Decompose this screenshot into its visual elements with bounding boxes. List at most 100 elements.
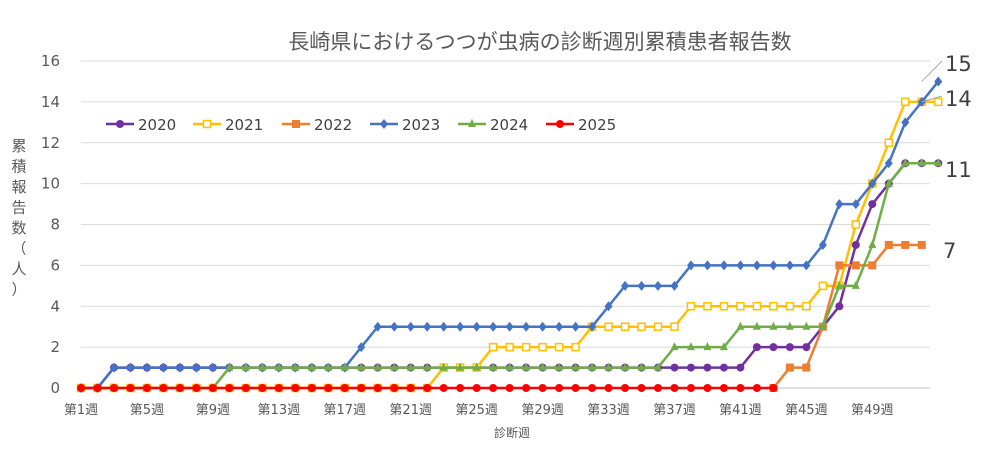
data-point <box>851 199 860 210</box>
data-point <box>571 342 580 352</box>
data-point <box>489 362 498 371</box>
data-point <box>703 363 712 372</box>
data-point <box>620 322 630 331</box>
data-point <box>818 239 827 250</box>
data-point <box>686 302 696 311</box>
data-point <box>736 321 745 330</box>
data-point <box>901 240 910 249</box>
data-point <box>785 302 795 311</box>
x-tick-label: 第21週 <box>389 403 432 418</box>
data-point <box>868 261 877 270</box>
data-point <box>109 362 118 373</box>
data-point <box>736 384 745 392</box>
data-point <box>588 384 597 392</box>
data-point <box>670 322 679 331</box>
x-tick-label: 第49週 <box>851 403 894 418</box>
data-point <box>802 321 811 330</box>
data-point <box>406 321 415 332</box>
data-point <box>423 362 432 371</box>
data-point <box>538 384 547 392</box>
data-point <box>373 384 382 392</box>
legend-label: 2024 <box>490 116 528 134</box>
data-point <box>521 342 531 352</box>
data-point <box>851 220 861 229</box>
legend-label: 2025 <box>578 116 616 134</box>
series-line <box>772 243 922 389</box>
data-point <box>159 362 168 373</box>
data-point <box>851 240 860 249</box>
legend-item-2022: 2022 <box>282 116 352 134</box>
data-point <box>835 261 844 270</box>
data-point <box>851 280 860 289</box>
data-point <box>324 384 333 392</box>
data-point <box>670 342 679 351</box>
data-point <box>703 384 712 392</box>
data-point <box>93 384 102 392</box>
x-tick-label: 第13週 <box>258 403 301 418</box>
series-2024 <box>77 158 943 391</box>
series-line <box>81 161 939 390</box>
data-point <box>555 362 564 371</box>
series-2025 <box>77 384 778 392</box>
data-point <box>719 363 728 372</box>
y-tick-label: 8 <box>50 216 60 234</box>
data-point <box>274 384 283 392</box>
data-point <box>439 384 448 392</box>
data-point <box>439 362 448 371</box>
data-point <box>522 362 531 371</box>
data-point <box>489 384 498 392</box>
data-point <box>884 178 893 187</box>
y-tick-label: 14 <box>41 93 60 111</box>
leader-line <box>921 60 943 82</box>
data-point <box>456 321 465 332</box>
legend-label: 2023 <box>402 116 440 134</box>
data-point <box>505 321 514 332</box>
data-point <box>934 76 943 87</box>
data-point <box>917 240 926 249</box>
data-point <box>126 362 135 373</box>
data-point <box>818 281 828 291</box>
data-point <box>653 322 663 331</box>
data-point <box>933 97 943 107</box>
data-point <box>142 362 151 373</box>
data-point <box>884 138 894 147</box>
data-point <box>934 158 943 167</box>
legend-label: 2021 <box>225 116 263 134</box>
data-point <box>241 362 250 371</box>
legend-item-2024: 2024 <box>458 116 528 134</box>
data-point <box>274 362 283 371</box>
data-point <box>406 362 415 371</box>
data-point <box>670 363 679 372</box>
data-point <box>472 362 481 371</box>
data-point <box>736 363 745 372</box>
data-point <box>208 384 217 392</box>
data-point <box>604 322 613 331</box>
data-point <box>769 321 778 330</box>
data-point <box>653 280 662 291</box>
x-tick-label: 第45週 <box>785 403 828 418</box>
data-point <box>703 302 712 311</box>
legend-item-2023: 2023 <box>370 116 440 134</box>
y-tick-label: 12 <box>41 134 60 152</box>
series-2022 <box>769 240 926 392</box>
data-point <box>868 239 877 248</box>
data-point <box>604 384 613 392</box>
data-point <box>769 260 778 271</box>
series-2023 <box>77 76 943 393</box>
data-point <box>802 343 811 352</box>
data-point <box>901 158 910 167</box>
data-point <box>703 260 712 271</box>
data-point <box>340 362 349 371</box>
y-tick-label: 10 <box>41 175 60 193</box>
data-point <box>538 342 547 352</box>
y-axis-label-char: 告 <box>11 199 26 217</box>
data-point <box>258 362 267 371</box>
data-point <box>406 384 415 392</box>
data-point <box>736 302 745 311</box>
series-group <box>76 76 943 393</box>
data-point <box>505 362 514 371</box>
y-axis-label-char: （ <box>11 240 26 258</box>
data-point <box>802 302 811 311</box>
data-point <box>423 321 432 332</box>
data-point <box>670 384 679 392</box>
